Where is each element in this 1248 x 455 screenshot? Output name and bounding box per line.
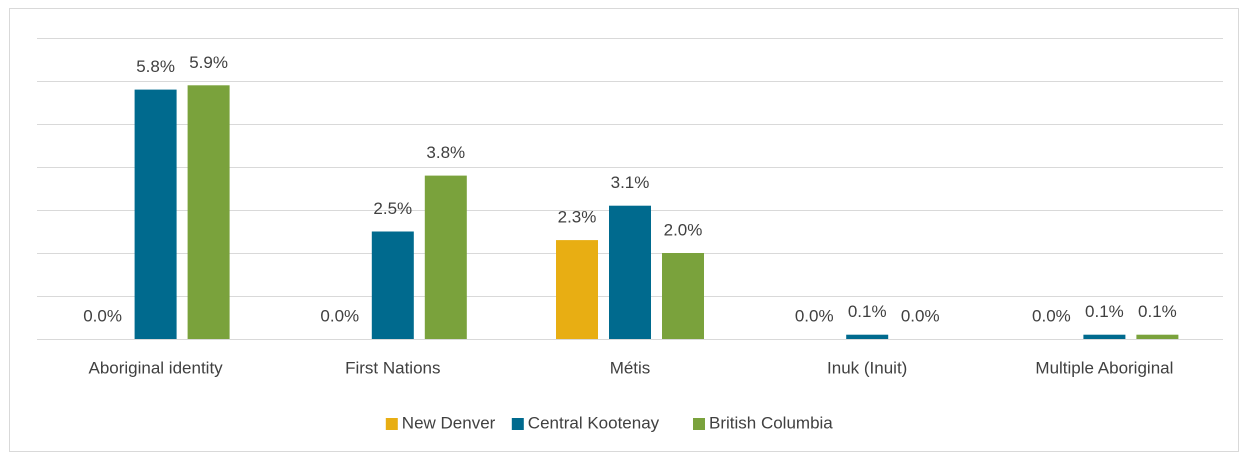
legend-swatch (385, 418, 398, 430)
bar (662, 253, 704, 339)
data-label: 0.0% (1032, 306, 1071, 325)
data-label: 0.1% (848, 302, 887, 321)
legend-label: British Columbia (709, 413, 833, 432)
data-label: 2.0% (664, 220, 703, 239)
data-label: 0.0% (320, 306, 359, 325)
x-tick-label: First Nations (345, 358, 440, 377)
bar (187, 85, 230, 339)
legend-label: Central Kootenay (528, 413, 660, 432)
legend-swatch (511, 418, 524, 430)
x-tick-label: Inuk (Inuit) (827, 358, 907, 377)
bar (424, 175, 467, 339)
data-label: 3.1% (611, 173, 650, 192)
bar (371, 231, 414, 339)
data-label: 0.0% (901, 306, 940, 325)
x-tick-label: Multiple Aboriginal (1035, 358, 1173, 377)
data-label: 2.5% (373, 199, 412, 218)
data-label: 3.8% (426, 143, 465, 162)
data-label: 0.1% (1138, 302, 1177, 321)
data-label: 5.9% (189, 53, 228, 72)
legend-label: New Denver (402, 413, 496, 432)
bar (1083, 334, 1126, 339)
data-label: 0.0% (795, 306, 834, 325)
data-label: 5.8% (136, 57, 175, 76)
data-label: 2.3% (558, 208, 597, 227)
bar (846, 334, 889, 339)
data-label: 0.0% (83, 306, 122, 325)
data-label: 0.1% (1085, 302, 1124, 321)
bar (556, 240, 598, 339)
x-tick-label: Métis (610, 358, 651, 377)
legend-swatch (693, 418, 705, 430)
bar (134, 89, 177, 339)
bar (609, 205, 651, 339)
x-tick-label: Aboriginal identity (88, 358, 223, 377)
bar (1136, 334, 1179, 339)
